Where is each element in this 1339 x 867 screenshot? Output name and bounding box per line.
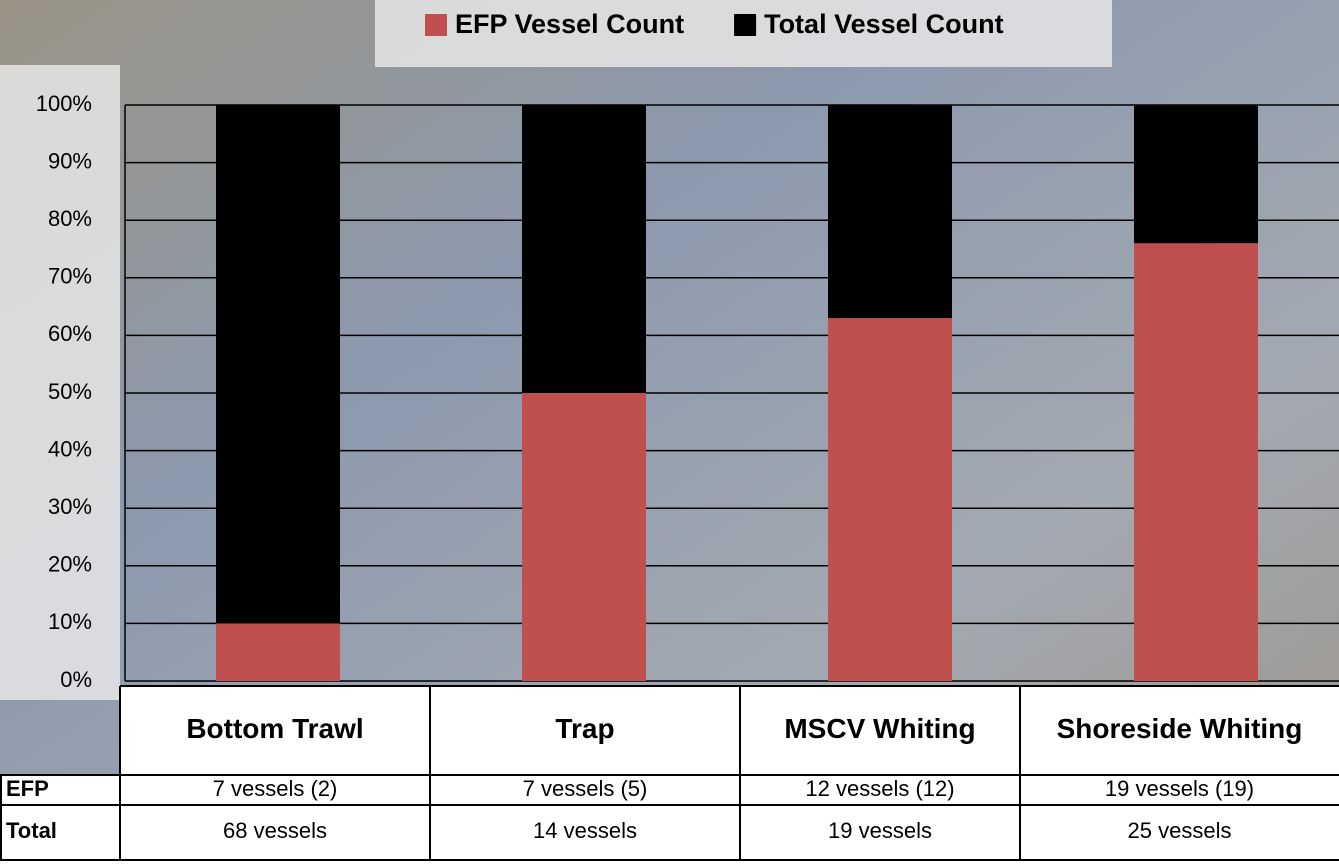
column-header: Shoreside Whiting: [1057, 713, 1303, 744]
column-header: Trap: [555, 713, 614, 744]
y-tick-label: 90%: [48, 148, 92, 173]
table-cell: 25 vessels: [1128, 818, 1232, 843]
bar-segment: [522, 105, 646, 393]
y-tick-label: 100%: [36, 91, 92, 116]
table-cell: 19 vessels (19): [1105, 776, 1254, 801]
y-tick-label: 10%: [48, 609, 92, 634]
column-header: Bottom Trawl: [186, 713, 363, 744]
bar-segment: [828, 318, 952, 681]
table-cell: 12 vessels (12): [805, 776, 954, 801]
table-cell: 19 vessels: [828, 818, 932, 843]
bar-segment: [828, 105, 952, 319]
legend-swatch: [425, 14, 447, 36]
bar-segment: [1134, 105, 1258, 244]
axis-box: [0, 65, 120, 700]
y-tick-label: 20%: [48, 552, 92, 577]
column-header: MSCV Whiting: [784, 713, 975, 744]
table-cell: 14 vessels: [533, 818, 637, 843]
bar-segment: [216, 623, 340, 681]
y-tick-label: 50%: [48, 379, 92, 404]
table-bg: [120, 686, 1339, 775]
y-tick-label: 60%: [48, 321, 92, 346]
bar-segment: [1134, 243, 1258, 682]
row-header: Total: [6, 818, 57, 843]
y-tick-label: 40%: [48, 436, 92, 461]
row-header: EFP: [6, 776, 49, 801]
table-cell: 68 vessels: [223, 818, 327, 843]
y-tick-label: 0%: [60, 667, 92, 692]
bar-segment: [216, 105, 340, 624]
table-bg: [0, 775, 1339, 862]
legend-label: Total Vessel Count: [764, 9, 1004, 39]
table-cell: 7 vessels (2): [213, 776, 338, 801]
bar-segment: [522, 393, 646, 681]
table-cell: 7 vessels (5): [523, 776, 648, 801]
legend-swatch: [734, 14, 757, 36]
y-tick-label: 80%: [48, 206, 92, 231]
y-tick-label: 30%: [48, 494, 92, 519]
legend-label: EFP Vessel Count: [455, 9, 684, 39]
y-tick-label: 70%: [48, 264, 92, 289]
